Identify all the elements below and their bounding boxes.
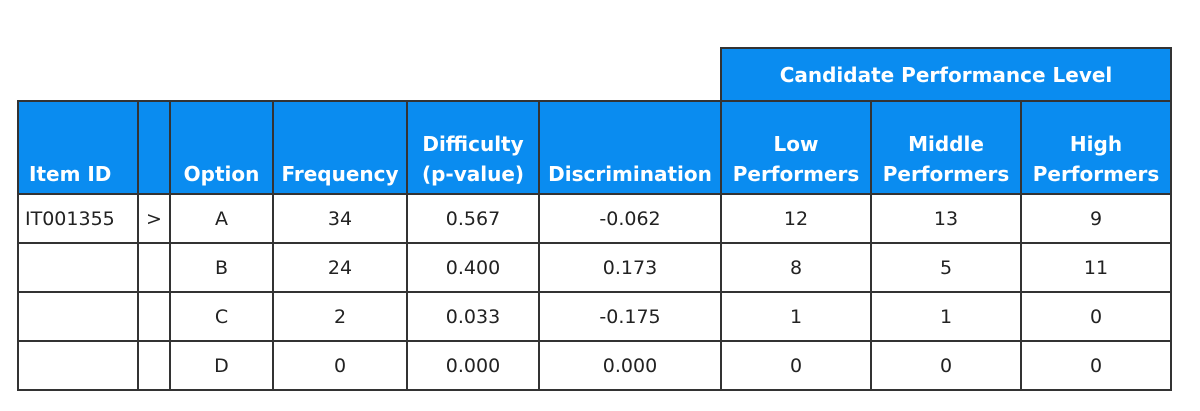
- col-difficulty-line2: (p-value): [421, 162, 525, 186]
- cell-marker: [137, 242, 171, 293]
- cell-marker: >: [137, 193, 171, 244]
- cell-low: 8: [720, 242, 872, 293]
- cell-item-id: IT001355: [17, 193, 139, 244]
- col-middle-line1: Middle: [908, 132, 984, 156]
- cell-middle: 0: [870, 340, 1022, 391]
- cell-marker: [137, 340, 171, 391]
- cell-frequency: 24: [272, 242, 408, 293]
- cell-high: 11: [1020, 242, 1172, 293]
- cell-difficulty: 0.000: [406, 340, 540, 391]
- cell-high: 0: [1020, 291, 1172, 342]
- cell-discrimination: -0.062: [538, 193, 722, 244]
- col-middle-performers: Middle Performers: [870, 100, 1022, 195]
- col-low-line1: Low: [773, 132, 819, 156]
- col-high-line1: High: [1069, 132, 1123, 156]
- col-discrimination: Discrimination: [538, 100, 722, 195]
- cell-high: 0: [1020, 340, 1172, 391]
- cell-frequency: 34: [272, 193, 408, 244]
- cell-item-id: [17, 242, 139, 293]
- col-middle-line2: Performers: [882, 162, 1010, 186]
- cell-frequency: 0: [272, 340, 408, 391]
- cell-frequency: 2: [272, 291, 408, 342]
- cell-middle: 5: [870, 242, 1022, 293]
- col-option: Option: [169, 100, 274, 195]
- group-header-row: Candidate Performance Level: [18, 47, 1172, 102]
- cell-item-id: [17, 340, 139, 391]
- col-frequency: Frequency: [272, 100, 408, 195]
- cell-difficulty: 0.033: [406, 291, 540, 342]
- cell-marker: [137, 291, 171, 342]
- candidate-performance-level-header: Candidate Performance Level: [720, 47, 1172, 102]
- table-row: D 0 0.000 0.000 0 0 0: [17, 340, 1172, 391]
- table-row: B 24 0.400 0.173 8 5 11: [17, 242, 1172, 293]
- group-header-spacer: [18, 48, 721, 101]
- table-row: IT001355 > A 34 0.567 -0.062 12 13 9: [17, 193, 1172, 244]
- item-analysis-table-container: Candidate Performance Level Item ID Opti…: [17, 47, 1172, 391]
- cell-discrimination: -0.175: [538, 291, 722, 342]
- cell-low: 0: [720, 340, 872, 391]
- cell-option: A: [169, 193, 274, 244]
- cell-option: B: [169, 242, 274, 293]
- col-low-performers: Low Performers: [720, 100, 872, 195]
- table-row: C 2 0.033 -0.175 1 1 0: [17, 291, 1172, 342]
- column-header-row: Item ID Option Frequency Difficulty (p-v…: [17, 100, 1172, 195]
- cell-option: D: [169, 340, 274, 391]
- col-high-line2: Performers: [1032, 162, 1160, 186]
- cell-high: 9: [1020, 193, 1172, 244]
- cell-difficulty: 0.400: [406, 242, 540, 293]
- cell-middle: 1: [870, 291, 1022, 342]
- cell-discrimination: 0.173: [538, 242, 722, 293]
- col-low-line2: Performers: [732, 162, 860, 186]
- cell-difficulty: 0.567: [406, 193, 540, 244]
- item-analysis-table: Candidate Performance Level Item ID Opti…: [17, 47, 1172, 391]
- col-difficulty: Difficulty (p-value): [406, 100, 540, 195]
- col-difficulty-line1: Difficulty: [422, 132, 524, 156]
- cell-item-id: [17, 291, 139, 342]
- cell-option: C: [169, 291, 274, 342]
- cell-low: 12: [720, 193, 872, 244]
- cell-discrimination: 0.000: [538, 340, 722, 391]
- col-marker: [137, 100, 171, 195]
- col-high-performers: High Performers: [1020, 100, 1172, 195]
- col-item-id: Item ID: [17, 100, 139, 195]
- cell-low: 1: [720, 291, 872, 342]
- cell-middle: 13: [870, 193, 1022, 244]
